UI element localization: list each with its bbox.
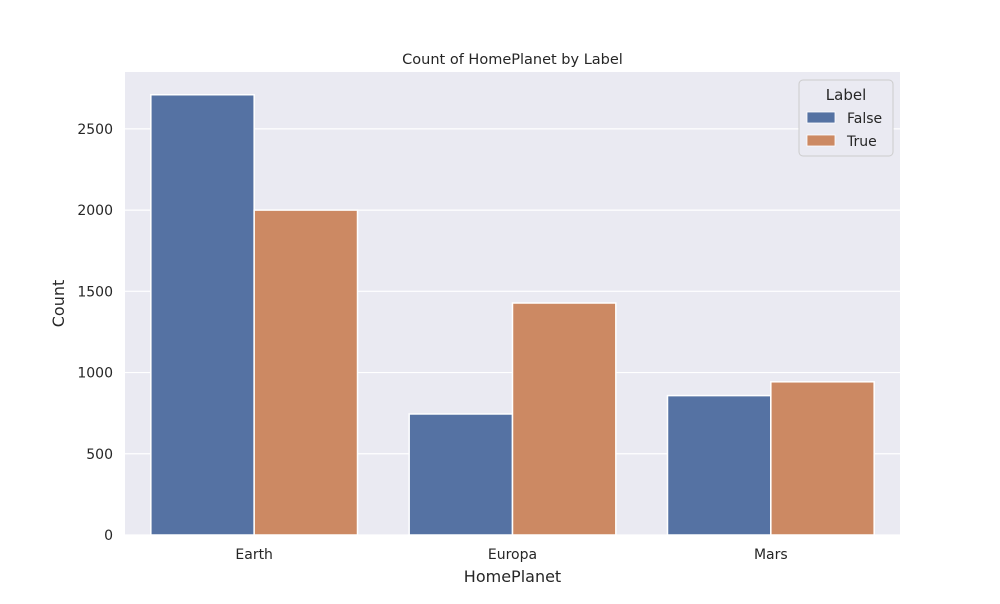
y-tick-label: 2500 — [77, 122, 113, 138]
bars — [150, 93, 875, 536]
legend-swatch-false — [806, 111, 836, 124]
y-axis-ticks: 0 500 1000 1500 2000 2500 — [77, 122, 113, 544]
bar-earth-false — [150, 93, 255, 536]
bar-mars-false — [666, 394, 772, 536]
bar-earth-true — [253, 209, 359, 536]
legend: Label False True — [798, 79, 894, 157]
x-tick-label: Earth — [235, 547, 273, 563]
x-tick-label: Europa — [488, 547, 537, 563]
y-axis-label: Count — [49, 280, 68, 328]
legend-label-false: False — [847, 111, 882, 127]
y-tick-label: 500 — [86, 447, 113, 463]
bar-europa-false — [408, 413, 514, 536]
bar-europa-true — [511, 302, 617, 536]
y-tick-label: 1000 — [77, 366, 113, 382]
bar-mars-true — [770, 381, 875, 536]
x-tick-label: Mars — [754, 547, 788, 563]
chart-title: Count of HomePlanet by Label — [402, 52, 623, 68]
x-axis-ticks: Earth Europa Mars — [235, 547, 787, 563]
legend-label-true: True — [846, 134, 877, 150]
y-tick-label: 1500 — [77, 284, 113, 300]
y-tick-label: 2000 — [77, 203, 113, 219]
legend-title: Label — [826, 86, 866, 104]
y-tick-label: 0 — [104, 528, 113, 544]
x-axis-label: HomePlanet — [464, 567, 561, 586]
legend-swatch-true — [806, 134, 836, 147]
